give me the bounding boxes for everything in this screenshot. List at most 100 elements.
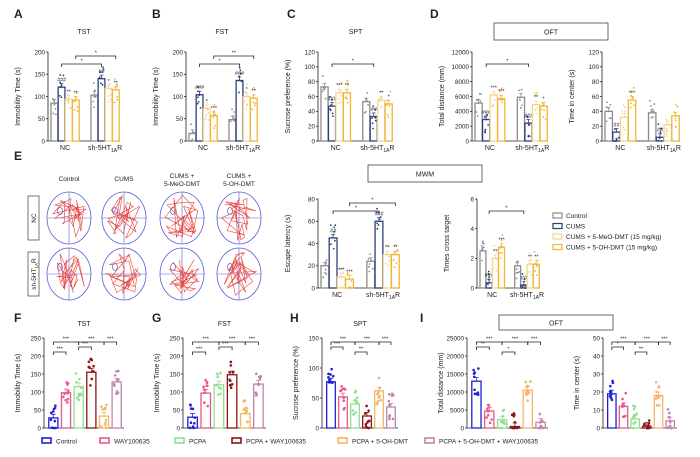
data-point: [485, 416, 488, 419]
data-point: [535, 274, 538, 277]
y-tick-label: 50: [34, 407, 42, 414]
data-point: [535, 92, 538, 95]
group-label-post: R: [544, 145, 549, 152]
y-axis-label: Escape latency (s): [285, 215, 292, 273]
data-point: [216, 393, 220, 396]
bar: [474, 102, 483, 142]
data-point: [228, 371, 231, 374]
data-point: [650, 104, 652, 107]
data-point: [238, 79, 241, 82]
data-point: [500, 94, 502, 97]
swim-path: [168, 259, 200, 295]
significance-bracket: [488, 210, 525, 214]
data-point: [605, 106, 608, 109]
bar: [366, 260, 376, 289]
data-point: [374, 116, 377, 119]
significance-marker: ##: [657, 128, 664, 134]
significance-bracket: [78, 346, 92, 350]
data-point: [101, 408, 104, 411]
data-point: [255, 392, 258, 396]
group-label-main: sh-5HT: [647, 145, 671, 152]
legend-swatch: [552, 222, 563, 230]
data-point: [488, 276, 491, 279]
significance-label: ***: [644, 337, 651, 343]
legend-swatch: [337, 437, 348, 444]
y-tick-label: 0: [311, 285, 315, 292]
data-point: [629, 102, 632, 105]
group-label-post: R: [389, 145, 394, 152]
row-label-main: sh-5HT: [31, 268, 38, 289]
y-tick-label: 0: [311, 138, 315, 145]
data-point: [484, 128, 487, 131]
data-point: [388, 414, 392, 417]
data-point: [229, 386, 233, 389]
y-tick-label: 50: [312, 395, 320, 402]
y-tick-label: 150: [34, 72, 45, 79]
data-point: [329, 109, 332, 112]
data-point: [534, 109, 537, 111]
data-point: [665, 135, 668, 138]
data-point: [341, 286, 344, 288]
significance-label: **: [232, 51, 237, 57]
data-point: [212, 116, 215, 119]
data-point: [523, 278, 526, 281]
data-point: [510, 413, 514, 417]
bar: [390, 253, 400, 289]
significance-label: ***: [88, 337, 95, 343]
data-point: [202, 388, 206, 391]
group-label: sh-5HT1AR: [366, 292, 400, 301]
data-point: [346, 84, 349, 86]
data-point: [340, 95, 343, 97]
bar: [471, 380, 482, 429]
data-point: [243, 100, 246, 103]
section-box-mwm: [367, 164, 483, 183]
group-label-post: R: [539, 292, 544, 299]
data-point: [376, 227, 379, 230]
data-point: [117, 369, 120, 373]
chart-G: 0 50 100 150 200 250 Immobility Time (s) FST ***…: [154, 321, 266, 432]
data-point: [499, 420, 503, 424]
data-point: [499, 257, 502, 259]
data-point: [366, 92, 369, 94]
data-point: [239, 72, 242, 75]
data-point: [621, 110, 623, 113]
data-point: [66, 99, 69, 102]
data-point: [494, 93, 497, 96]
y-tick-label: 100: [308, 365, 319, 372]
data-point: [231, 370, 235, 374]
group-label: NC: [60, 145, 70, 152]
data-point: [476, 393, 480, 396]
bar: [604, 110, 614, 142]
data-point: [251, 108, 254, 111]
data-point: [204, 118, 206, 121]
maze-column-label: CUMS +: [227, 173, 252, 180]
data-point: [113, 101, 116, 104]
y-axis-label: Immobility Time (s): [154, 354, 161, 413]
data-point: [659, 131, 662, 134]
data-point: [328, 378, 331, 382]
data-point: [213, 127, 216, 130]
data-point: [229, 364, 233, 367]
data-point: [519, 106, 522, 109]
data-point: [346, 79, 349, 82]
data-point: [479, 100, 482, 103]
data-point: [115, 392, 118, 395]
legend-label: PCPA + 5-OH-DMT + WAY100635: [439, 439, 538, 446]
panel-label-A: A: [14, 7, 23, 21]
significance-bracket: [331, 63, 375, 67]
data-point: [668, 424, 672, 428]
data-point: [494, 257, 496, 260]
data-point: [341, 267, 344, 270]
data-point: [191, 407, 195, 411]
significance-label: *: [218, 59, 221, 65]
data-point: [114, 86, 117, 89]
legend-swatch: [231, 437, 242, 444]
data-point: [104, 418, 108, 422]
data-point: [476, 115, 479, 117]
data-point: [255, 372, 258, 376]
data-point: [500, 426, 504, 430]
y-tick-label: 80: [592, 79, 600, 86]
